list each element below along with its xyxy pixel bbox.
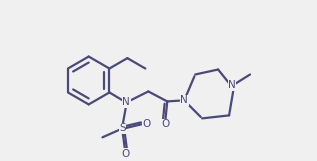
Text: N: N [180,95,188,105]
Text: O: O [122,149,130,159]
Text: S: S [119,123,126,133]
Text: O: O [143,119,151,129]
Text: N: N [228,80,236,90]
Text: O: O [161,119,169,129]
Text: N: N [122,97,130,107]
